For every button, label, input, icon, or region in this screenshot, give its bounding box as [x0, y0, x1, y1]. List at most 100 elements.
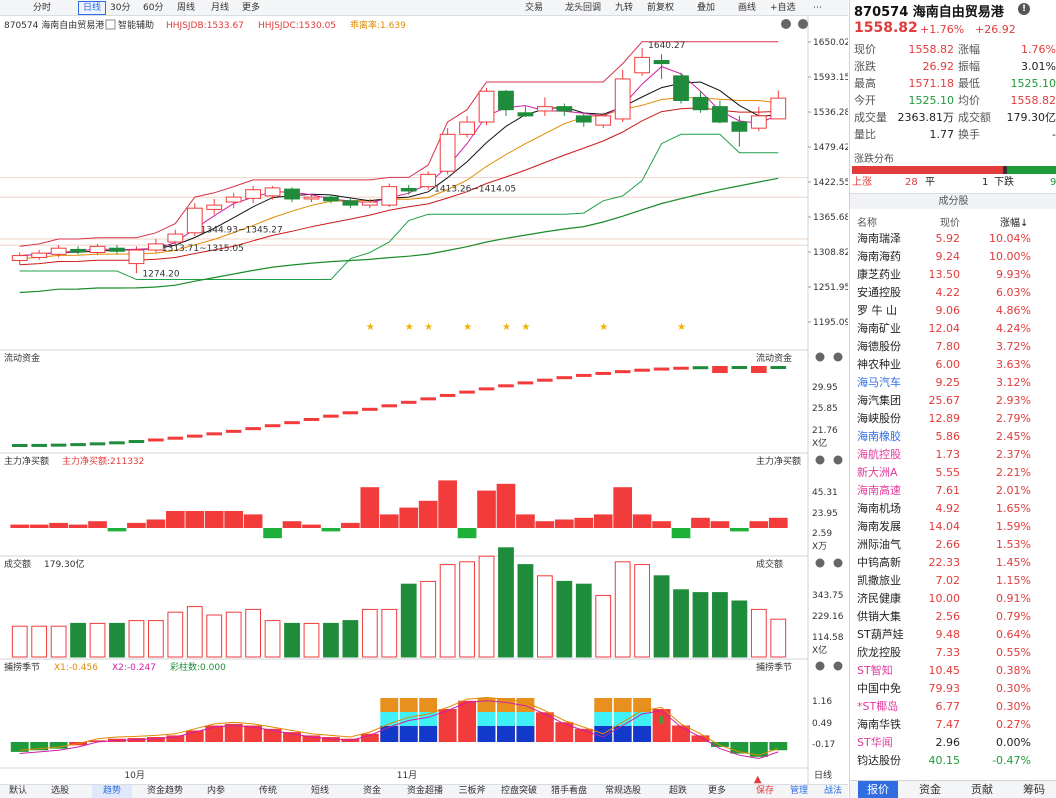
- constituent-row[interactable]: 中国中免 79.93 0.30%: [850, 680, 1056, 698]
- settings-icon[interactable]: [815, 455, 825, 465]
- constituent-row[interactable]: 凯撒旅业 7.02 1.15%: [850, 572, 1056, 590]
- indicator-tab-3[interactable]: 资金趋势: [146, 786, 183, 796]
- constituent-row[interactable]: 海南橡胶 5.86 2.45%: [850, 428, 1056, 446]
- candle-body[interactable]: [50, 247, 67, 255]
- constituent-row[interactable]: 欣龙控股 7.33 0.55%: [850, 644, 1056, 662]
- toolbar-item-3[interactable]: 前复权: [647, 3, 675, 13]
- period-tab-0[interactable]: 分时: [33, 3, 52, 13]
- candle-body[interactable]: [284, 188, 300, 200]
- help-icon[interactable]: [798, 19, 808, 29]
- candle-body[interactable]: [323, 196, 339, 202]
- col-name[interactable]: 名称: [857, 218, 877, 229]
- indicator-tab-16[interactable]: 管理: [789, 786, 808, 796]
- info-icon[interactable]: !: [1018, 3, 1030, 15]
- constituent-row[interactable]: 洲际油气 2.66 1.53%: [850, 536, 1056, 554]
- candle-body[interactable]: [595, 115, 612, 126]
- candle-body[interactable]: [361, 201, 378, 206]
- indicator-tab-6[interactable]: 短线: [310, 786, 329, 796]
- indicator-tab-7[interactable]: 资金: [362, 786, 381, 796]
- settings-icon[interactable]: [781, 19, 791, 29]
- constituent-row[interactable]: 神农种业 6.00 3.63%: [850, 356, 1056, 374]
- candle-body[interactable]: [303, 196, 320, 200]
- candle-body[interactable]: [264, 187, 281, 197]
- constituent-row[interactable]: 海南瑞泽 5.92 10.04%: [850, 230, 1056, 248]
- candle-body[interactable]: [439, 133, 456, 172]
- candle-body[interactable]: [634, 56, 651, 74]
- indicator-tab-10[interactable]: 控盘突破: [500, 786, 537, 796]
- candle-body[interactable]: [147, 243, 164, 251]
- candle-body[interactable]: [342, 200, 359, 206]
- settings-icon[interactable]: [815, 352, 825, 362]
- period-tab-6[interactable]: 更多: [242, 3, 261, 13]
- candle-body[interactable]: [167, 233, 184, 243]
- assist-dropdown-icon[interactable]: [105, 19, 116, 30]
- toolbar-item-1[interactable]: 龙头回调: [565, 3, 602, 13]
- indicator-tab-9[interactable]: 三板斧: [458, 786, 486, 796]
- indicator-tab-13[interactable]: 超跌: [668, 786, 687, 796]
- candle-body[interactable]: [770, 97, 787, 120]
- candle-body[interactable]: [673, 75, 689, 101]
- sidebar-tab-1[interactable]: 资金: [919, 783, 941, 796]
- indicator-tab-0[interactable]: 默认: [8, 786, 27, 796]
- indicator-tab-8[interactable]: 资金超播: [406, 786, 443, 796]
- sidebar-tab-2[interactable]: 贡献: [971, 783, 993, 796]
- candle-body[interactable]: [653, 59, 670, 65]
- candle-body[interactable]: [245, 189, 262, 199]
- constituent-row[interactable]: 济民健康 10.00 0.91%: [850, 590, 1056, 608]
- settings-icon[interactable]: [815, 558, 825, 568]
- indicator-tab-4[interactable]: 内参: [206, 786, 225, 796]
- period-tab-5[interactable]: 月线: [211, 3, 230, 13]
- constituent-row[interactable]: 罗 牛 山 9.06 4.86%: [850, 302, 1056, 320]
- settings-icon[interactable]: [815, 661, 825, 671]
- constituent-row[interactable]: 海南机场 4.92 1.65%: [850, 500, 1056, 518]
- period-tab-2[interactable]: 30分: [110, 3, 131, 13]
- constituent-row[interactable]: 海南海药 9.24 10.00%: [850, 248, 1056, 266]
- col-pct[interactable]: 涨幅↓: [1000, 218, 1029, 229]
- constituent-row[interactable]: 海德股份 7.80 3.72%: [850, 338, 1056, 356]
- constituent-row[interactable]: 海南发展 14.04 1.59%: [850, 518, 1056, 536]
- candle-body[interactable]: [536, 106, 553, 112]
- period-tab-3[interactable]: 60分: [143, 3, 164, 13]
- candle-body[interactable]: [614, 78, 631, 120]
- help-icon[interactable]: [833, 558, 843, 568]
- kline-chart-svg[interactable]: 870574 海南自由贸易港 智能辅助 HHJSJDB:1533.67 HHJSJDC…: [0, 16, 848, 784]
- indicator-tab-14[interactable]: 更多: [707, 786, 726, 796]
- constituent-row[interactable]: 中钨高新 22.33 1.45%: [850, 554, 1056, 572]
- toolbar-item-6[interactable]: +自选: [770, 3, 796, 13]
- candle-body[interactable]: [420, 173, 437, 188]
- constituent-row[interactable]: 康芝药业 13.50 9.93%: [850, 266, 1056, 284]
- sidebar-tab-0[interactable]: 报价: [858, 781, 898, 798]
- period-tab-4[interactable]: 周线: [177, 3, 196, 13]
- candle-body[interactable]: [517, 112, 534, 117]
- candle-body[interactable]: [381, 186, 398, 206]
- candle-body[interactable]: [498, 90, 514, 111]
- candle-body[interactable]: [400, 187, 417, 192]
- candle-body[interactable]: [225, 196, 242, 203]
- toolbar-item-4[interactable]: 叠加: [697, 3, 716, 13]
- constituent-row[interactable]: 海南矿业 12.04 4.24%: [850, 320, 1056, 338]
- candle-body[interactable]: [70, 248, 86, 253]
- help-icon[interactable]: [833, 352, 843, 362]
- toolbar-item-7[interactable]: ⋯: [813, 3, 822, 13]
- indicator-tab-12[interactable]: 常规选股: [604, 786, 641, 796]
- candle-body[interactable]: [31, 252, 48, 258]
- constituent-row[interactable]: 海汽集团 25.67 2.93%: [850, 392, 1056, 410]
- candle-body[interactable]: [478, 90, 495, 123]
- constituent-row[interactable]: 供销大集 2.56 0.79%: [850, 608, 1056, 626]
- candle-body[interactable]: [11, 255, 28, 262]
- constituent-row[interactable]: 新大洲A 5.55 2.21%: [850, 464, 1056, 482]
- candle-body[interactable]: [575, 115, 592, 123]
- constituent-row[interactable]: 海马汽车 9.25 3.12%: [850, 374, 1056, 392]
- candle-body[interactable]: [459, 121, 475, 135]
- indicator-tab-11[interactable]: 猎手看盘: [550, 786, 587, 796]
- sidebar-tab-3[interactable]: 筹码: [1023, 783, 1045, 796]
- kline-chart-area[interactable]: 870574 海南自由贸易港 智能辅助 HHJSJDB:1533.67 HHJSJDC…: [0, 16, 848, 784]
- constituent-row[interactable]: 海峡股份 12.89 2.79%: [850, 410, 1056, 428]
- constituent-row[interactable]: ST智知 10.45 0.38%: [850, 662, 1056, 680]
- assist-label[interactable]: 智能辅助: [118, 19, 154, 31]
- toolbar-item-0[interactable]: 交易: [525, 3, 544, 13]
- candle-body[interactable]: [109, 247, 125, 252]
- candle-body[interactable]: [712, 106, 728, 123]
- toolbar-item-2[interactable]: 九转: [615, 3, 634, 13]
- candle-body[interactable]: [731, 121, 748, 132]
